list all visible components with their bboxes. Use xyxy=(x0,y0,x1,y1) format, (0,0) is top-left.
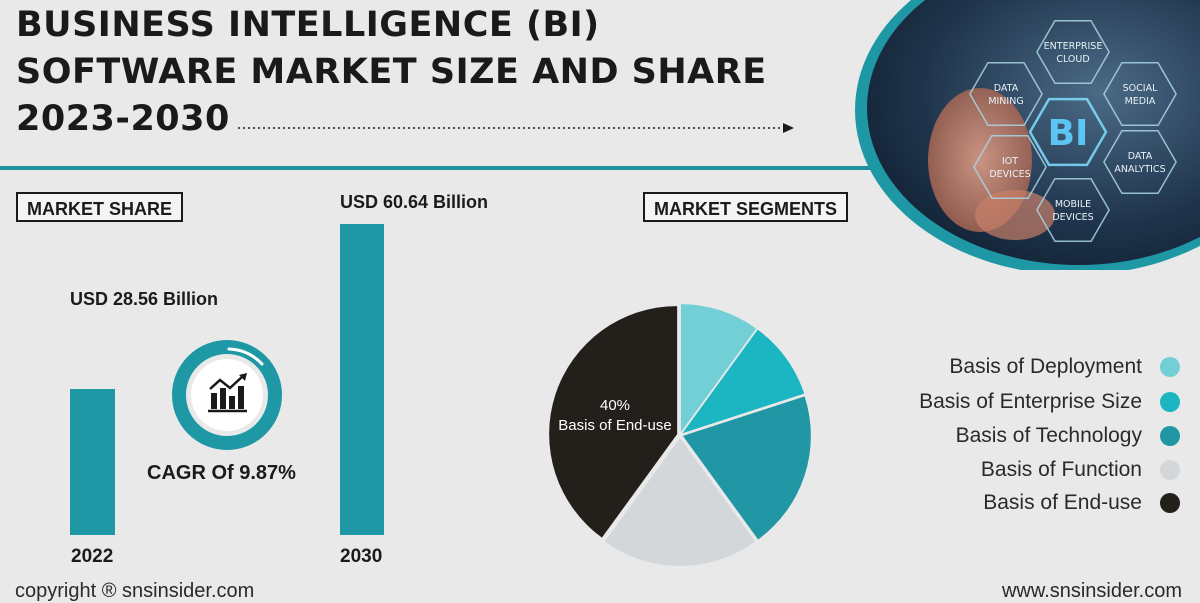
bi-hero-image: BI ENTERPRISE CLOUD SOCIAL MEDIA DATA ANALYTIC… xyxy=(855,0,1200,270)
footer-copyright: copyright ® snsinsider.com xyxy=(15,580,255,602)
market-share-tag: MARKET SHARE xyxy=(16,192,184,222)
legend-item-enterprise-size: Basis of Enterprise Size xyxy=(919,387,1180,417)
hex-label: ENTERPRISE xyxy=(1044,41,1103,52)
legend-swatch xyxy=(1160,392,1180,412)
legend-label: Basis of Function xyxy=(980,458,1142,481)
title-line-1: BUSINESS INTELLIGENCE (BI) xyxy=(16,5,600,45)
hex-label: ANALYTICS xyxy=(1114,164,1165,175)
bar-value-label-2030: USD 60.64 Billion xyxy=(340,192,489,212)
pie-slice-basis-of-function xyxy=(604,438,756,566)
hex-label: IOT xyxy=(1002,156,1018,167)
segments-pie-chart: 40% Basis of End-use xyxy=(549,304,811,566)
bar-2030 xyxy=(340,224,384,535)
legend-label: Basis of Enterprise Size xyxy=(919,390,1142,413)
pie-slice-basis-of-deployment xyxy=(680,304,757,433)
page-title: BUSINESS INTELLIGENCE (BI) SOFTWARE MARK… xyxy=(16,2,767,143)
hex-label: DATA xyxy=(994,83,1019,94)
bar-2022 xyxy=(70,388,115,535)
legend-label: Basis of Technology xyxy=(955,424,1142,447)
bi-center-hexagon xyxy=(1028,97,1108,167)
hexagon-1 xyxy=(1103,61,1177,127)
legend-swatch xyxy=(1160,357,1180,377)
legend-item-deployment: Basis of Deployment xyxy=(949,352,1180,382)
hex-label: CLOUD xyxy=(1056,54,1089,65)
hex-label: MEDIA xyxy=(1125,96,1156,107)
hex-label: MINING xyxy=(988,96,1023,107)
pie-slice-basis-of-technology xyxy=(682,396,811,540)
hexagon-2 xyxy=(1103,129,1177,195)
bar-value-label-2022: USD 28.56 Billion xyxy=(70,289,219,309)
hex-label: MOBILE xyxy=(1055,199,1091,210)
dotted-arrow-icon xyxy=(238,123,794,133)
bi-center-label: BI xyxy=(1048,113,1089,154)
legend-label: Basis of Deployment xyxy=(949,355,1142,378)
hexagon-3 xyxy=(1036,177,1110,243)
footer-website[interactable]: www.snsinsider.com xyxy=(1001,580,1182,602)
cagr-text: CAGR Of 9.87% xyxy=(147,462,296,484)
legend-swatch xyxy=(1160,460,1180,480)
title-line-3: 2023-2030 xyxy=(16,99,230,139)
pie-data-label-end-use-name: Basis of End-use xyxy=(558,417,671,434)
pie-slice-basis-of-end-use xyxy=(549,306,678,538)
market-segments-tag: MARKET SEGMENTS xyxy=(643,192,849,222)
hex-label: DEVICES xyxy=(1052,212,1093,223)
pie-data-label-end-use: 40% xyxy=(600,397,630,414)
hex-label: SOCIAL xyxy=(1123,83,1158,94)
bar-category-2030: 2030 xyxy=(340,546,383,567)
cagr-gauge xyxy=(172,340,282,450)
bar-category-2022: 2022 xyxy=(71,546,114,567)
pie-slice-basis-of-enterprise-size xyxy=(682,329,805,434)
hexagon-4 xyxy=(973,134,1047,200)
hexagon-5 xyxy=(969,61,1043,127)
legend-item-end-use: Basis of End-use xyxy=(983,488,1180,518)
legend-item-function: Basis of Function xyxy=(981,455,1180,485)
hexagon-0 xyxy=(1036,19,1110,85)
legend-swatch xyxy=(1160,493,1180,513)
legend-item-technology: Basis of Technology xyxy=(956,421,1180,451)
legend-swatch xyxy=(1160,426,1180,446)
header-divider xyxy=(0,166,930,170)
legend-label: Basis of End-use xyxy=(983,491,1142,514)
hex-label: DEVICES xyxy=(989,169,1030,180)
growth-chart-icon xyxy=(208,373,247,413)
title-line-2: SOFTWARE MARKET SIZE AND SHARE xyxy=(16,52,767,92)
hex-label: DATA xyxy=(1128,151,1153,162)
